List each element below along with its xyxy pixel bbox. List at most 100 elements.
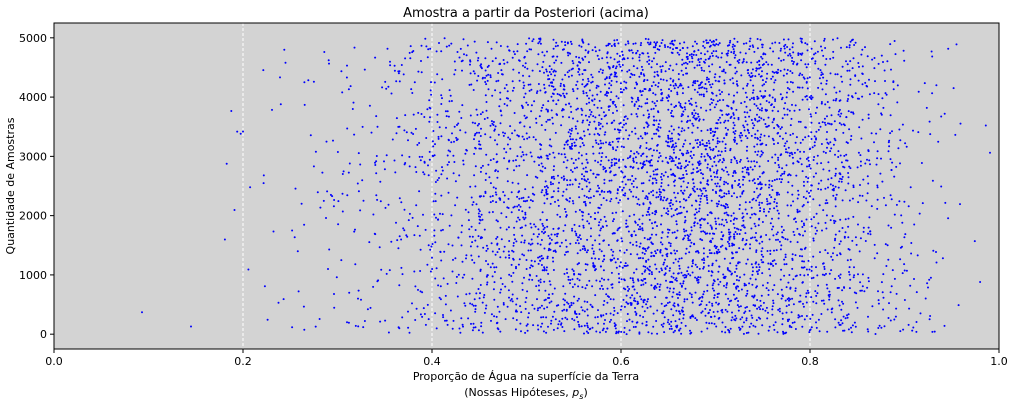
sample-point xyxy=(889,194,892,197)
sample-point xyxy=(724,293,727,296)
sample-point xyxy=(840,178,843,181)
sample-point xyxy=(587,128,589,131)
sample-point xyxy=(578,325,581,328)
sample-point xyxy=(714,182,717,185)
sample-point xyxy=(581,138,584,140)
sample-point xyxy=(668,157,671,160)
sample-point xyxy=(896,84,899,87)
sample-point xyxy=(834,153,836,156)
sample-point xyxy=(499,256,502,259)
sample-point xyxy=(611,146,614,149)
sample-point xyxy=(632,160,635,163)
sample-point xyxy=(721,330,723,333)
sample-point xyxy=(765,61,768,64)
sample-point xyxy=(703,290,706,293)
sample-point xyxy=(471,303,474,306)
sample-point xyxy=(630,96,633,99)
sample-point xyxy=(493,315,496,318)
sample-point xyxy=(695,277,698,280)
sample-point xyxy=(882,273,885,276)
sample-point xyxy=(824,93,827,96)
sample-point xyxy=(505,216,508,218)
sample-point xyxy=(665,199,668,202)
sample-point xyxy=(716,182,719,185)
sample-point xyxy=(700,189,703,192)
sample-point xyxy=(588,101,591,104)
sample-point xyxy=(807,159,810,162)
sample-point xyxy=(699,226,702,229)
sample-point xyxy=(808,268,811,271)
sample-point xyxy=(477,255,480,258)
sample-point xyxy=(790,326,793,329)
sample-point xyxy=(633,230,636,233)
sample-point xyxy=(525,101,528,104)
sample-point xyxy=(768,186,770,189)
sample-point xyxy=(796,86,799,89)
sample-point xyxy=(742,60,745,63)
sample-point xyxy=(677,260,680,263)
sample-point xyxy=(303,328,306,331)
sample-point xyxy=(440,94,443,97)
sample-point xyxy=(759,188,762,191)
sample-point xyxy=(640,279,643,282)
sample-point xyxy=(706,152,709,155)
sample-point xyxy=(499,226,502,229)
sample-point xyxy=(520,197,523,200)
sample-point xyxy=(468,83,471,86)
sample-point xyxy=(368,104,371,107)
sample-point xyxy=(676,93,679,96)
sample-point xyxy=(704,307,707,310)
sample-point xyxy=(654,51,657,54)
sample-point xyxy=(825,227,828,230)
sample-point xyxy=(654,44,657,47)
sample-point xyxy=(876,207,879,210)
sample-point xyxy=(390,92,393,95)
sample-point xyxy=(291,326,294,329)
sample-point xyxy=(566,179,568,182)
sample-point xyxy=(753,124,756,127)
sample-point xyxy=(700,311,703,314)
sample-point xyxy=(652,81,655,84)
sample-point xyxy=(751,44,754,47)
sample-point xyxy=(719,154,722,157)
sample-point xyxy=(572,162,575,165)
sample-point xyxy=(805,295,807,298)
sample-point xyxy=(729,231,732,234)
sample-point xyxy=(813,135,816,138)
sample-point xyxy=(526,50,529,53)
sample-point xyxy=(769,253,772,255)
sample-point xyxy=(511,80,514,83)
sample-point xyxy=(791,156,794,159)
sample-point xyxy=(713,289,715,292)
sample-point xyxy=(405,131,408,134)
sample-point xyxy=(758,242,761,245)
sample-point xyxy=(903,236,906,239)
sample-point xyxy=(525,42,528,45)
sample-point xyxy=(584,203,587,205)
sample-point xyxy=(620,305,623,308)
sample-point xyxy=(621,54,624,56)
sample-point xyxy=(613,43,616,46)
sample-point xyxy=(772,139,775,142)
sample-point xyxy=(542,330,545,333)
sample-point xyxy=(804,42,807,45)
sample-point xyxy=(552,175,555,178)
sample-point xyxy=(482,246,485,249)
sample-point xyxy=(403,163,406,166)
sample-point xyxy=(736,233,739,235)
sample-point xyxy=(458,327,461,330)
sample-point xyxy=(626,70,629,73)
sample-point xyxy=(801,325,804,328)
sample-point xyxy=(838,108,841,111)
sample-point xyxy=(689,239,691,242)
sample-point xyxy=(566,301,568,304)
sample-point xyxy=(727,214,730,217)
sample-point xyxy=(745,319,748,322)
sample-point xyxy=(597,211,600,214)
sample-point xyxy=(713,232,716,235)
sample-point xyxy=(858,126,861,129)
sample-point xyxy=(468,228,471,231)
sample-point xyxy=(540,162,543,165)
sample-point xyxy=(686,58,689,60)
sample-point xyxy=(867,182,870,185)
